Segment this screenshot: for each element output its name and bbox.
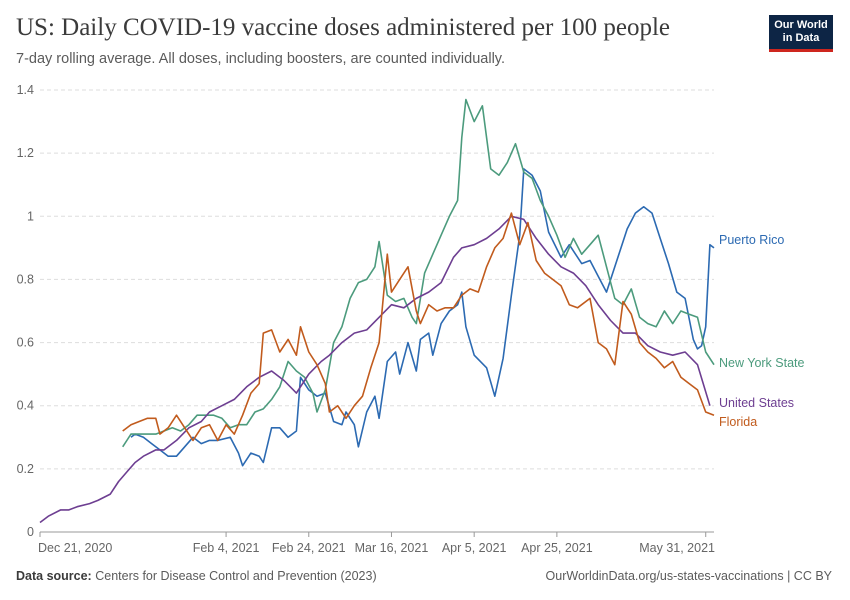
y-tick-label: 1.4 <box>17 83 34 97</box>
chart-subtitle: 7-day rolling average. All doses, includ… <box>16 51 505 67</box>
logo-accent-bar <box>769 49 833 52</box>
footer-url[interactable]: OurWorldinData.org/us-states-vaccination… <box>545 569 832 583</box>
y-tick-label: 0.4 <box>17 399 34 413</box>
x-tick-label: Feb 24, 2021 <box>272 541 346 555</box>
y-tick-label: 1 <box>27 209 34 223</box>
chart-title: US: Daily COVID-19 vaccine doses adminis… <box>16 14 671 41</box>
x-tick-label: Dec 21, 2020 <box>38 541 112 555</box>
logo-line-2: in Data <box>782 32 820 44</box>
logo-line-1: Our World <box>774 19 828 31</box>
series-line-new-york-state <box>122 98 715 448</box>
x-tick-label: Apr 5, 2021 <box>442 541 507 555</box>
x-tick-label: Apr 25, 2021 <box>521 541 593 555</box>
source-text[interactable]: Centers for Disease Control and Preventi… <box>95 569 377 583</box>
y-tick-label: 0 <box>27 525 34 539</box>
x-tick-label: Feb 4, 2021 <box>193 541 260 555</box>
y-tick-label: 0.8 <box>17 272 34 286</box>
y-tick-label: 1.2 <box>17 146 34 160</box>
series-label-united-states: United States <box>719 396 794 410</box>
x-tick-label: Mar 16, 2021 <box>355 541 429 555</box>
footer-source: Data source: Centers for Disease Control… <box>16 569 377 583</box>
series-label-new-york-state: New York State <box>719 356 805 370</box>
source-label: Data source: <box>16 569 92 583</box>
y-tick-label: 0.2 <box>17 462 34 476</box>
x-tick-label: May 31, 2021 <box>639 541 715 555</box>
series-label-puerto-rico: Puerto Rico <box>719 233 784 247</box>
series-line-puerto-rico <box>130 168 715 467</box>
series-label-florida: Florida <box>719 415 757 429</box>
y-tick-label: 0.6 <box>17 336 34 350</box>
series-line-united-states <box>39 215 711 524</box>
owid-logo[interactable]: Our World in Data <box>769 15 833 52</box>
series-line-florida <box>122 212 715 442</box>
